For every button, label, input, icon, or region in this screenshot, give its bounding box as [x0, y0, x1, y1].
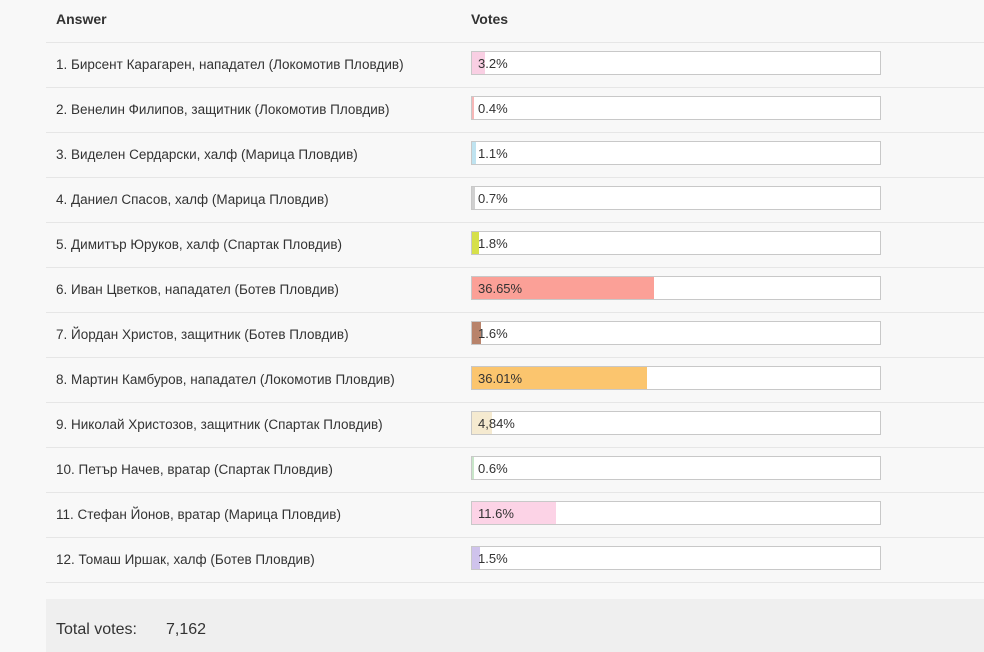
poll-results: Answer Votes 1. Бирсент Карагарен, напад…: [46, 0, 984, 652]
answer-label: 2. Венелин Филипов, защитник (Локомотив …: [56, 102, 390, 117]
answer-label: 4. Даниел Спасов, халф (Марица Пловдив): [56, 192, 329, 207]
vote-progress-bar: 0.6%: [471, 456, 881, 480]
list-item: 1. Бирсент Карагарен, нападател (Локомот…: [46, 43, 984, 88]
list-item: 6. Иван Цветков, нападател (Ботев Пловди…: [46, 268, 984, 313]
vote-progress-bar: 3.2%: [471, 51, 881, 75]
answer-column-header: Answer: [56, 11, 107, 27]
vote-progress-bar: 11.6%: [471, 501, 881, 525]
answer-label: 9. Николай Христозов, защитник (Спартак …: [56, 417, 383, 432]
vote-percentage: 1.6%: [478, 326, 508, 341]
vote-percentage: 1.8%: [478, 236, 508, 251]
results-header: Answer Votes: [46, 0, 984, 43]
vote-progress-fill: [472, 232, 480, 254]
vote-percentage: 1.5%: [478, 551, 508, 566]
vote-progress-bar: 36.65%: [471, 276, 881, 300]
answer-label: 6. Иван Цветков, нападател (Ботев Пловди…: [56, 282, 339, 297]
vote-progress-fill: [472, 187, 475, 209]
vote-progress-fill: [472, 367, 647, 389]
vote-percentage: 36.01%: [478, 371, 523, 386]
answer-label: 8. Мартин Камбуров, нападател (Локомотив…: [56, 372, 395, 387]
vote-progress-bar: 0.7%: [471, 186, 881, 210]
vote-percentage: 36.65%: [478, 281, 523, 296]
total-votes-value: 7,162: [166, 621, 207, 638]
answer-label: 1. Бирсент Карагарен, нападател (Локомот…: [56, 57, 404, 72]
list-item: 2. Венелин Филипов, защитник (Локомотив …: [46, 88, 984, 133]
vote-progress-fill: [472, 412, 492, 434]
vote-percentage: 4,84%: [478, 416, 515, 431]
vote-progress-bar: 4,84%: [471, 411, 881, 435]
list-item: 4. Даниел Спасов, халф (Марица Пловдив) 0…: [46, 178, 984, 223]
votes-column-header: Votes: [471, 11, 509, 27]
answer-label: 11. Стефан Йонов, вратар (Марица Пловдив…: [56, 507, 341, 522]
vote-progress-bar: 0.4%: [471, 96, 881, 120]
vote-progress-fill: [472, 142, 477, 164]
vote-percentage: 0.4%: [478, 101, 508, 116]
vote-progress-fill: [472, 502, 556, 524]
answer-label: 7. Йордан Христов, защитник (Ботев Пловд…: [56, 327, 349, 342]
answer-label: 3. Виделен Сердарски, халф (Марица Пловд…: [56, 147, 358, 162]
vote-percentage: 0.6%: [478, 461, 508, 476]
vote-percentage: 3.2%: [478, 56, 508, 71]
vote-progress-fill: [472, 322, 481, 344]
list-item: 11. Стефан Йонов, вратар (Марица Пловдив…: [46, 493, 984, 538]
vote-percentage: 1.1%: [478, 146, 508, 161]
vote-progress-bar: 1.1%: [471, 141, 881, 165]
results-footer: Total votes: 7,162: [46, 599, 984, 652]
vote-progress-fill: [472, 457, 474, 479]
list-item: 3. Виделен Сердарски, халф (Марица Пловд…: [46, 133, 984, 178]
list-item: 7. Йордан Христов, защитник (Ботев Пловд…: [46, 313, 984, 358]
answer-label: 10. Петър Начев, вратар (Спартак Пловдив…: [56, 462, 333, 477]
results-list: 1. Бирсент Карагарен, нападател (Локомот…: [46, 43, 984, 583]
list-item: 8. Мартин Камбуров, нападател (Локомотив…: [46, 358, 984, 403]
answer-label: 12. Томаш Иршак, халф (Ботев Пловдив): [56, 552, 315, 567]
total-votes-label: Total votes:: [56, 621, 137, 638]
list-item: 12. Томаш Иршак, халф (Ботев Пловдив) 1.5…: [46, 538, 984, 583]
answer-label: 5. Димитър Юруков, халф (Спартак Пловдив…: [56, 237, 343, 252]
list-item: 9. Николай Христозов, защитник (Спартак …: [46, 403, 984, 448]
vote-progress-fill: [472, 97, 474, 119]
vote-progress-fill: [472, 547, 481, 569]
vote-progress-bar: 1.6%: [471, 321, 881, 345]
list-item: 5. Димитър Юруков, халф (Спартак Пловдив…: [46, 223, 984, 268]
vote-progress-fill: [472, 52, 486, 74]
vote-percentage: 0.7%: [478, 191, 508, 206]
vote-progress-bar: 36.01%: [471, 366, 881, 390]
vote-percentage: 11.6%: [478, 506, 514, 521]
list-item: 10. Петър Начев, вратар (Спартак Пловдив…: [46, 448, 984, 493]
vote-progress-bar: 1.5%: [471, 546, 881, 570]
vote-progress-fill: [472, 277, 655, 299]
vote-progress-bar: 1.8%: [471, 231, 881, 255]
